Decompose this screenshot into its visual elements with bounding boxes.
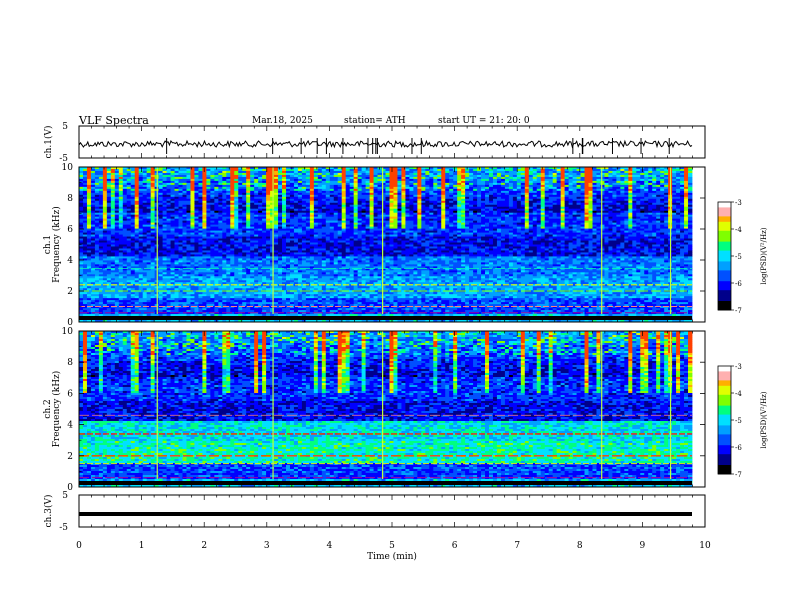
ch1-trace <box>78 139 693 149</box>
ch1-spec-channel-label: ch.1 <box>43 235 53 254</box>
ch3-trace <box>79 512 692 516</box>
ch3-wave-ytick-label: -5 <box>59 523 68 533</box>
ch1-colorbar-tick-label: -7 <box>735 307 742 315</box>
ch3-wave-ytick-label: 5 <box>62 491 68 501</box>
ch1-spec-ytick-label: 0 <box>67 318 73 328</box>
ch1-colorbar-tick-label: -5 <box>735 253 742 261</box>
ch2-colorbar-tick-label: -4 <box>735 390 742 398</box>
xtick-label: 8 <box>577 541 583 551</box>
ch1-spec-ytick-label: 8 <box>67 194 73 204</box>
ch1-spec-ytick-label: 10 <box>62 163 74 173</box>
ch2-spec-ytick-label: 8 <box>67 358 73 368</box>
ch1-waveform <box>78 138 693 154</box>
ch2-spec-ytick-label: 10 <box>62 327 74 337</box>
xtick-label: 4 <box>327 541 333 551</box>
ch2-colorbar-label: log(PSD)(V²/Hz) <box>760 391 768 448</box>
xtick-label: 1 <box>139 541 145 551</box>
xtick-label: 10 <box>699 541 711 551</box>
start-ut-label: start UT = 21: 20: 0 <box>438 116 530 126</box>
ch1-colorbar <box>717 201 732 311</box>
ch1-spec-ylabel: Frequency (kHz) <box>51 206 62 283</box>
xaxis-label: Time (min) <box>367 551 417 562</box>
date-label: Mar.18, 2025 <box>252 116 313 126</box>
station-label: station= ATH <box>344 116 406 126</box>
xtick-label: 9 <box>640 541 646 551</box>
ch1-wave-ytick-label: -5 <box>59 154 68 164</box>
xtick-label: 7 <box>514 541 520 551</box>
ch1-colorbar-tick-label: -4 <box>735 226 742 234</box>
ch3-wave-ylabel: ch.3(V) <box>43 495 54 528</box>
xtick-label: 2 <box>201 541 207 551</box>
ch2-colorbar-tick-label: -3 <box>735 363 742 371</box>
ch1-wave-ytick-label: 5 <box>62 122 68 132</box>
chart-title: VLF Spectra <box>79 114 149 127</box>
ch2-spec-ylabel: Frequency (kHz) <box>51 371 62 448</box>
ch1-spec-ytick-label: 6 <box>67 225 73 235</box>
xtick-label: 6 <box>452 541 458 551</box>
ch2-colorbar <box>717 365 732 475</box>
ch1-wave-ylabel: ch.1(V) <box>43 126 54 159</box>
ch2-spec-ytick-label: 6 <box>67 389 73 399</box>
ch2-colorbar-tick-label: -5 <box>735 417 742 425</box>
ch2-spec-ytick-label: 4 <box>67 421 73 431</box>
ch2-spec-channel-label: ch.2 <box>43 399 53 418</box>
ch1-colorbar-label: log(PSD)(V²/Hz) <box>760 227 768 284</box>
ch2-colorbar-tick-label: -6 <box>735 444 742 452</box>
ch2-colorbar-tick-label: -7 <box>735 471 742 479</box>
ch1-spec-ytick-label: 4 <box>67 256 73 266</box>
ch2-spec-ytick-label: 2 <box>67 452 73 462</box>
ch3-waveform <box>79 512 692 516</box>
xtick-label: 0 <box>76 541 82 551</box>
ch2-spec-ytick-label: 0 <box>67 483 73 493</box>
ch2-spectrogram <box>79 331 693 488</box>
ch1-spectrogram <box>79 167 693 323</box>
ch1-colorbar-tick-label: -3 <box>735 199 742 207</box>
power-line-band <box>79 316 692 320</box>
xtick-label: 3 <box>264 541 270 551</box>
xtick-label: 5 <box>389 541 395 551</box>
ch1-colorbar-tick-label: -6 <box>735 280 742 288</box>
ch1-spec-ytick-label: 2 <box>67 287 73 297</box>
power-line-band <box>79 481 692 485</box>
